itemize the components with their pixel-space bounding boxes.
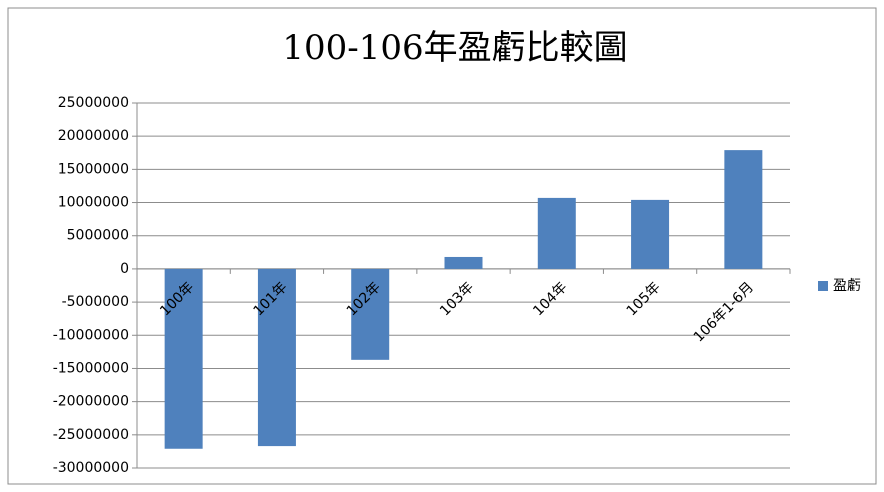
y-tick-label: -20000000 <box>53 394 129 410</box>
y-tick-label: 10000000 <box>58 195 129 211</box>
y-tick-label: 20000000 <box>58 128 129 144</box>
y-tick-label: -25000000 <box>53 427 129 443</box>
y-tick-label: -30000000 <box>53 460 129 476</box>
bar <box>444 256 483 269</box>
legend-swatch <box>818 281 828 291</box>
y-tick-label: 5000000 <box>67 228 129 244</box>
bar <box>724 150 763 269</box>
bar <box>257 268 296 447</box>
y-tick-label: -5000000 <box>62 294 129 310</box>
y-tick-label: -15000000 <box>53 360 129 376</box>
chart-title: 100-106年盈虧比較圖 <box>282 28 627 68</box>
y-tick-label: 0 <box>120 261 129 277</box>
y-tick-label: 15000000 <box>58 161 129 177</box>
bar <box>537 197 576 269</box>
legend-label: 盈虧 <box>833 278 861 294</box>
y-tick-label: 25000000 <box>58 95 129 111</box>
y-tick-label: -10000000 <box>53 327 129 343</box>
bar <box>351 268 390 360</box>
bar <box>631 199 670 269</box>
bar <box>164 268 203 449</box>
